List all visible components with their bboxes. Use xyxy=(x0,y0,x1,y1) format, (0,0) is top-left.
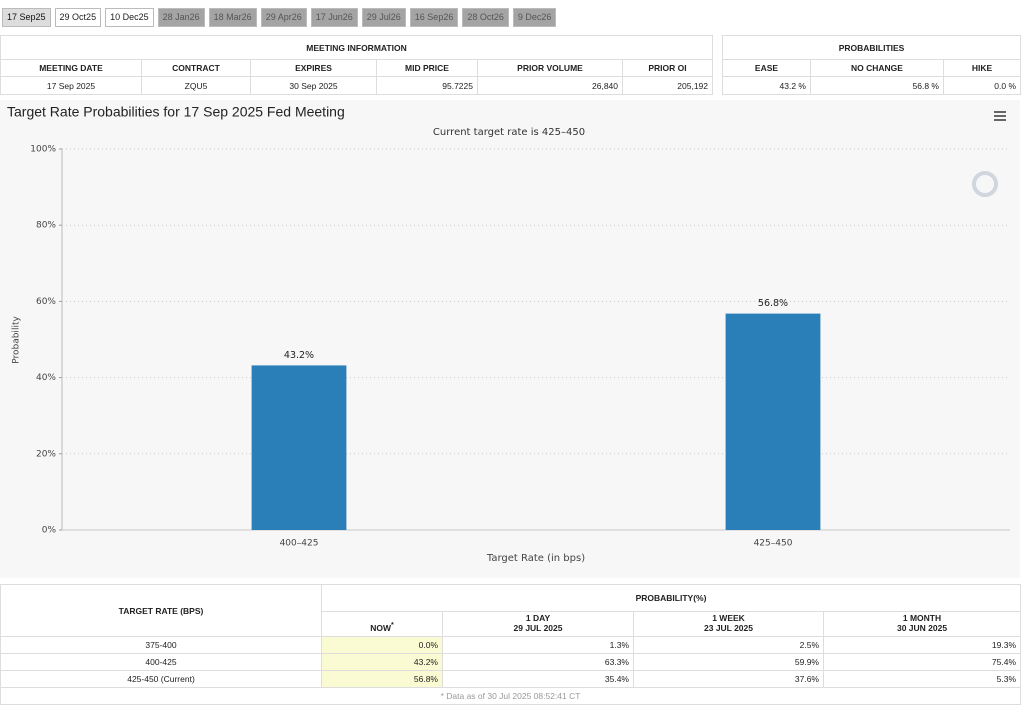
column-header: 1 MONTH 30 JUN 2025 xyxy=(822,611,1022,637)
column-marker: * xyxy=(391,621,394,630)
cell: 75.4% xyxy=(822,653,1022,671)
column-header: MID PRICE xyxy=(376,59,478,77)
x-axis-label: Target Rate (in bps) xyxy=(486,553,585,564)
meeting-tab[interactable]: 29 Apr26 xyxy=(260,8,307,27)
column-header: NOW* xyxy=(321,611,443,637)
footnote: * Data as of 30 Jul 2025 08:52:41 CT xyxy=(0,687,1022,705)
cell: 35.4% xyxy=(442,670,634,688)
column-header: NO CHANGE xyxy=(810,59,944,77)
chart-background xyxy=(0,100,1020,578)
x-tick-label: 400–425 xyxy=(280,539,319,549)
cell: 17 Sep 2025 xyxy=(0,76,142,95)
column-title: 1 MONTH xyxy=(902,613,942,623)
cell: 59.9% xyxy=(633,653,824,671)
data-row: 375-400 0.0% 1.3% 2.5% 19.3% xyxy=(0,636,1022,654)
y-axis-label: Probability xyxy=(12,316,22,364)
data-row: 17 Sep 2025 ZQU5 30 Sep 2025 95.7225 26,840 2… xyxy=(0,76,714,95)
y-tick-label: 20% xyxy=(36,449,56,459)
cell: 43.2 % xyxy=(722,76,811,95)
data-label: 56.8% xyxy=(758,298,788,309)
meeting-tab[interactable]: 29 Jul26 xyxy=(361,8,406,27)
cell: 0.0% xyxy=(321,636,443,654)
column-date: 23 JUL 2025 xyxy=(704,623,753,633)
column-header: PRIOR VOLUME xyxy=(477,59,623,77)
cell: 30 Sep 2025 xyxy=(250,76,377,95)
data-row: 400-425 43.2% 63.3% 59.9% 75.4% xyxy=(0,653,1022,671)
group-row: TARGET RATE (BPS) PROBABILITY(%) xyxy=(0,584,1022,637)
data-row: 425-450 (Current) 56.8% 35.4% 37.6% 5.3% xyxy=(0,670,1022,688)
y-tick-label: 60% xyxy=(36,297,56,307)
menu-icon[interactable] xyxy=(994,111,1006,121)
cell: ZQU5 xyxy=(141,76,251,95)
y-tick-label: 40% xyxy=(36,373,56,383)
data-row: 43.2 % 56.8 % 0.0 % xyxy=(722,76,1022,95)
meeting-tab[interactable]: 17 Sep25 xyxy=(2,8,51,27)
cell: 63.3% xyxy=(442,653,634,671)
column-header: EXPIRES xyxy=(250,59,377,77)
meeting-tab[interactable]: 28 Oct26 xyxy=(462,8,509,27)
column-date: 29 JUL 2025 xyxy=(513,623,563,633)
meeting-tab[interactable]: 17 Jun26 xyxy=(310,8,358,27)
cell: 19.3% xyxy=(822,636,1022,654)
column-header: PRIOR OI xyxy=(621,59,714,77)
cell: 1.3% xyxy=(442,636,634,654)
chart-subtitle: Current target rate is 425–450 xyxy=(433,127,585,138)
cell: 375-400 xyxy=(0,636,322,654)
y-tick-label: 80% xyxy=(36,221,56,231)
column-header: TARGET RATE (BPS) xyxy=(0,584,322,637)
chart: Target Rate Probabilities for 17 Sep 202… xyxy=(0,100,1020,578)
chart-title: Target Rate Probabilities for 17 Sep 202… xyxy=(7,104,345,120)
header-row: EASE NO CHANGE HIKE xyxy=(722,59,1022,77)
meeting-info-table: MEETING INFORMATION MEETING DATE CONTRACT E… xyxy=(0,35,714,95)
cell: 43.2% xyxy=(321,653,443,671)
cell: 205,192 xyxy=(621,76,714,95)
probabilities-table: PROBABILITIES EASE NO CHANGE HIKE 43.2 % 56.8… xyxy=(721,35,1022,95)
table-title: MEETING INFORMATION xyxy=(0,35,714,60)
cell: 0.0 % xyxy=(942,76,1022,95)
cell: 26,840 xyxy=(477,76,623,95)
watermark-logo xyxy=(972,171,998,197)
column-header: MEETING DATE xyxy=(0,59,142,77)
x-tick-label: 425–450 xyxy=(754,539,793,549)
meeting-tab[interactable]: 18 Mar26 xyxy=(208,8,257,27)
cell: 56.8% xyxy=(321,670,443,688)
column-header: 1 DAY 29 JUL 2025 xyxy=(442,611,634,637)
rate-table: TARGET RATE (BPS) PROBABILITY(%) NOW* 1 DAY… xyxy=(0,584,1022,705)
meeting-tabs: 17 Sep25 29 Oct25 10 Dec25 28 Jan26 18 Mar26… xyxy=(2,8,557,27)
column-header: CONTRACT xyxy=(141,59,251,77)
bar xyxy=(725,313,821,530)
cell: 56.8 % xyxy=(810,76,944,95)
cell: 5.3% xyxy=(822,670,1022,688)
cell: 425-450 (Current) xyxy=(0,670,322,688)
column-title: 1 DAY xyxy=(525,613,551,623)
cell: 95.7225 xyxy=(376,76,478,95)
header-row: NOW* 1 DAY 29 JUL 2025 1 WEEK 23 JUL 2025 1 M… xyxy=(1,611,1022,637)
y-tick-label: 0% xyxy=(42,526,57,536)
column-title: NOW xyxy=(370,623,391,633)
footnote-row: * Data as of 30 Jul 2025 08:52:41 CT xyxy=(0,687,1022,705)
group-header: PROBABILITY(%) xyxy=(320,584,1022,612)
bar xyxy=(251,365,347,530)
meeting-tab[interactable]: 16 Sep26 xyxy=(409,8,459,27)
meeting-tab[interactable]: 28 Jan26 xyxy=(157,8,205,27)
title-row: MEETING INFORMATION xyxy=(0,35,714,60)
column-header: 1 WEEK 23 JUL 2025 xyxy=(633,611,824,637)
table-title: PROBABILITIES xyxy=(721,35,1022,60)
header-row: MEETING DATE CONTRACT EXPIRES MID PRICE PRIO… xyxy=(0,59,714,77)
meeting-tab[interactable]: 9 Dec26 xyxy=(512,8,557,27)
column-header: EASE xyxy=(722,59,811,77)
column-title: 1 WEEK xyxy=(712,613,745,623)
meeting-tab[interactable]: 29 Oct25 xyxy=(54,8,102,27)
cell: 400-425 xyxy=(0,653,322,671)
data-label: 43.2% xyxy=(284,350,314,361)
meeting-tab[interactable]: 10 Dec25 xyxy=(105,8,154,27)
cell: 37.6% xyxy=(633,670,824,688)
column-date: 30 JUN 2025 xyxy=(896,623,948,633)
title-row: PROBABILITIES xyxy=(721,35,1022,60)
y-tick-label: 100% xyxy=(30,145,56,155)
cell: 2.5% xyxy=(633,636,824,654)
column-header: HIKE xyxy=(942,59,1022,77)
